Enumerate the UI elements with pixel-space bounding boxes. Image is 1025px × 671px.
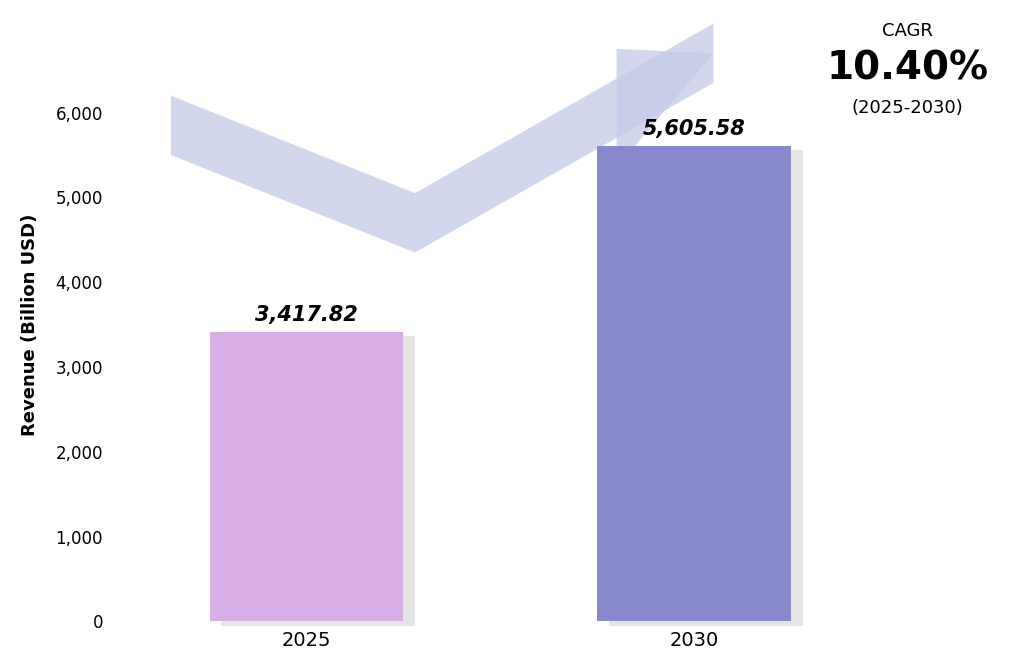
Polygon shape <box>171 23 713 252</box>
Text: CAGR: CAGR <box>882 23 933 40</box>
Bar <box>598 146 791 621</box>
Bar <box>609 150 803 625</box>
Text: 5,605.58: 5,605.58 <box>643 119 745 140</box>
Bar <box>221 336 415 625</box>
Polygon shape <box>617 49 713 168</box>
Y-axis label: Revenue (Billion USD): Revenue (Billion USD) <box>20 213 39 435</box>
Text: (2025-2030): (2025-2030) <box>852 99 964 117</box>
Bar <box>210 331 404 621</box>
Text: 3,417.82: 3,417.82 <box>255 305 358 325</box>
Text: 10.40%: 10.40% <box>826 49 988 87</box>
